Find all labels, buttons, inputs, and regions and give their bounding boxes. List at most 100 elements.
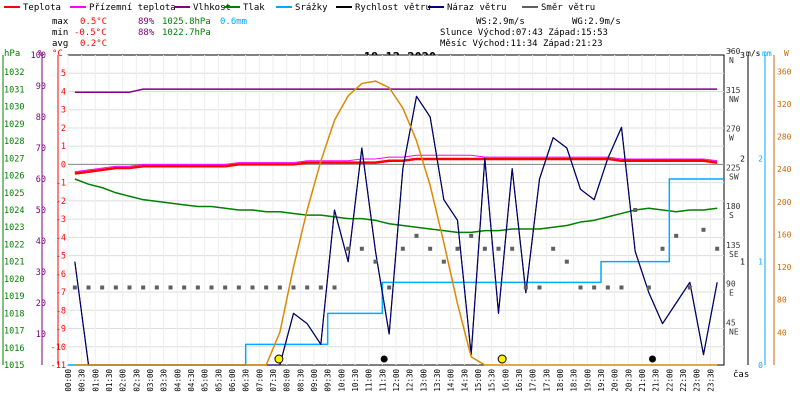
x-tick-label: 08:00 (283, 369, 292, 392)
stats-max-hum: 89% (138, 17, 155, 27)
wind-direction-point (496, 246, 501, 251)
wind-direction-point (223, 285, 228, 290)
pressure-tick: 1025 (4, 189, 24, 199)
wind-direction-point (387, 285, 392, 290)
legend-label: Srážky (295, 3, 328, 13)
stats-sun: Slunce Východ:07:43 Západ:15:53 (440, 28, 608, 38)
axes: hPa% °C1015101610171018101910201021102210… (2, 47, 792, 371)
direction-tick: 315 (726, 86, 741, 95)
x-tick-label: 18:00 (556, 369, 565, 392)
wind-direction-point (414, 233, 419, 238)
temperature-tick: -6 (56, 270, 66, 280)
wind-direction-point (72, 285, 77, 290)
stats-max-press: 1025.8hPa (162, 17, 211, 27)
direction-cardinal: NW (729, 95, 739, 104)
x-tick-label: 09:30 (324, 369, 333, 392)
temperature-tick: 0 (61, 160, 66, 170)
temperature-tick: -10 (51, 343, 66, 353)
wind-direction-point (168, 285, 173, 290)
wind-direction-point (359, 246, 364, 251)
x-tick-label: 13:30 (433, 369, 442, 392)
x-tick-label: 00:00 (64, 369, 73, 392)
humidity-tick: 40 (36, 237, 46, 247)
direction-tick: 135 (726, 241, 741, 250)
x-tick-label: 23:00 (693, 369, 702, 392)
pressure-tick: 1019 (4, 292, 24, 302)
wind-direction-point (195, 285, 200, 290)
wind-direction-point (332, 285, 337, 290)
direction-cardinal: SE (729, 250, 739, 259)
x-tick-label: 22:30 (679, 369, 688, 392)
wind-direction-point (250, 285, 255, 290)
series-line-vlhkost (74, 88, 718, 93)
wind-direction-point (346, 246, 351, 251)
stats-panel: max 0.5°C 89% 1025.8hPa 0.6mm min -0.5°C… (52, 17, 621, 49)
stats-moon: Měsíc Východ:11:34 Západ:21:23 (440, 39, 603, 49)
x-tick-label: 20:30 (624, 369, 633, 392)
wind-direction-point (428, 246, 433, 251)
x-tick-label: 23:30 (706, 369, 715, 392)
pressure-tick: 1023 (4, 223, 24, 233)
temperature-unit: °C (52, 49, 63, 59)
wind-unit: m/s (746, 49, 761, 58)
x-tick-label: 17:00 (529, 369, 538, 392)
pressure-tick: 1015 (4, 361, 24, 371)
stats-avg-temp: 0.2°C (80, 39, 107, 49)
wind-direction-point (264, 285, 269, 290)
x-tick-label: 07:30 (269, 369, 278, 392)
x-tick-label: 12:30 (406, 369, 415, 392)
solar-unit: W (784, 49, 789, 58)
x-tick-label: 05:30 (214, 369, 223, 392)
x-tick-label: 14:00 (447, 369, 456, 392)
humidity-tick: 60 (36, 175, 46, 185)
stats-min-label: min (52, 28, 68, 38)
x-axis-ticks: 00:00 00:30 01:00 01:30 02:00 02:30 03:00 03:30… (64, 369, 715, 392)
direction-cardinal: SW (729, 172, 739, 181)
x-tick-label: 01:30 (105, 369, 114, 392)
x-tick-label: 07:00 (255, 369, 264, 392)
stats-min-press: 1022.7hPa (162, 28, 211, 38)
celestial-marks (274, 354, 656, 364)
rain-unit: mm (762, 49, 772, 58)
direction-tick: 360 (726, 47, 741, 56)
wind-direction-point (523, 285, 528, 290)
wind-direction-point (564, 259, 569, 264)
solar-tick: 120 (777, 263, 792, 272)
humidity-tick: 30 (36, 268, 46, 278)
wind-direction-point (209, 285, 214, 290)
temperature-tick: -1 (56, 179, 66, 189)
wind-direction-point (605, 285, 610, 290)
pressure-tick: 1027 (4, 154, 24, 164)
solar-tick: 320 (777, 100, 792, 109)
temperature-tick: -3 (56, 215, 66, 225)
legend-label: Vlhkost (193, 3, 231, 13)
stats-max-label: max (52, 17, 69, 27)
stats-min-temp: -0.5°C (74, 28, 107, 38)
stats-wg: WG:2.9m/s (572, 17, 621, 27)
wind-direction-point (100, 285, 105, 290)
pressure-tick: 1018 (4, 309, 24, 319)
sunset-marker (497, 354, 507, 364)
direction-cardinal: N (729, 56, 734, 65)
x-tick-label: 02:30 (132, 369, 141, 392)
x-tick-label: 15:00 (474, 369, 483, 392)
wind-direction-point (551, 246, 556, 251)
legend-label: Teplota (23, 3, 61, 13)
solar-tick: 160 (777, 230, 792, 239)
wind-direction-point (113, 285, 118, 290)
legend-label: Tlak (243, 3, 265, 13)
series-line-tlak (74, 178, 718, 234)
temperature-tick: -5 (56, 252, 66, 262)
rain-tick: 0 (758, 361, 763, 370)
temperature-tick: 4 (61, 87, 66, 97)
direction-tick: 180 (726, 202, 741, 211)
legend-label: Náraz větru (447, 3, 507, 13)
x-tick-label: 06:00 (228, 369, 237, 392)
solar-tick: 280 (777, 133, 792, 142)
direction-cardinal: W (729, 134, 734, 143)
wind-direction-point (305, 285, 310, 290)
pressure-tick: 1028 (4, 137, 24, 147)
x-axis-label: čas (733, 369, 749, 380)
wind-direction-point (687, 285, 692, 290)
direction-cardinal: S (729, 211, 734, 220)
